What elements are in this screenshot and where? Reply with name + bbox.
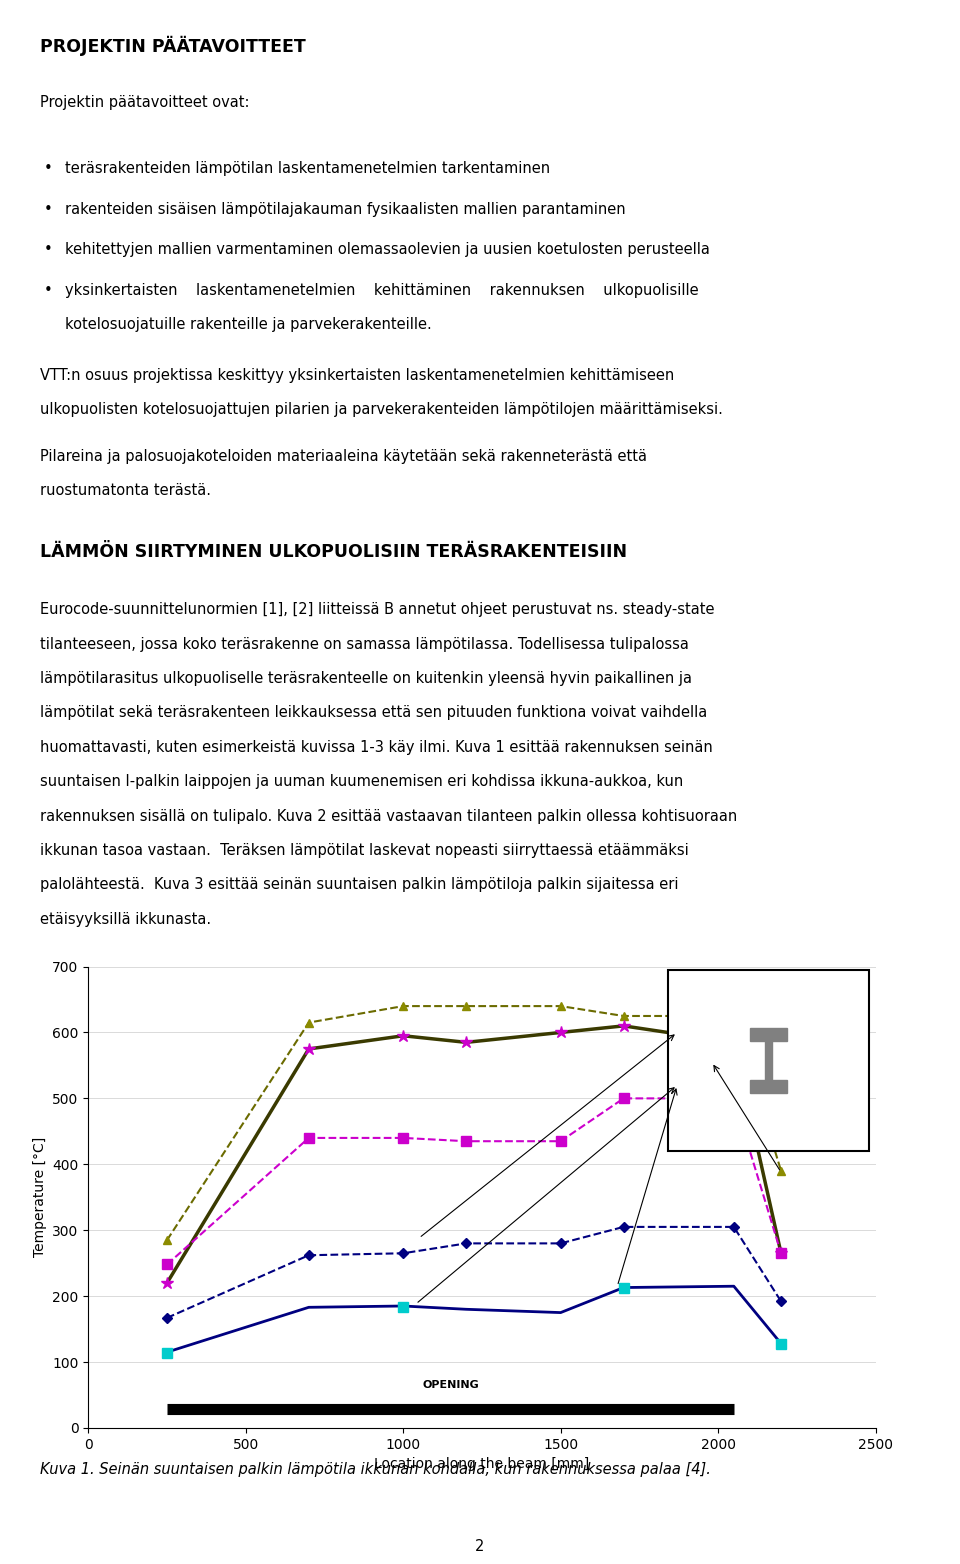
Text: Eurocode-suunnittelunormien [1], [2] liitteissä B annetut ohjeet perustuvat ns. : Eurocode-suunnittelunormien [1], [2] lii… <box>40 602 715 618</box>
Text: ikkunan tasoa vastaan.  Teräksen lämpötilat laskevat nopeasti siirryttaessä etää: ikkunan tasoa vastaan. Teräksen lämpötil… <box>40 843 689 859</box>
Text: huomattavasti, kuten esimerkeistä kuvissa 1-3 käy ilmi. Kuva 1 esittää rakennuks: huomattavasti, kuten esimerkeistä kuviss… <box>40 740 713 755</box>
Text: 2: 2 <box>475 1539 485 1555</box>
Bar <box>668 970 869 1151</box>
Text: kotelosuojatuille rakenteille ja parvekerakenteille.: kotelosuojatuille rakenteille ja parveke… <box>65 317 432 333</box>
Text: ruostumatonta terästä.: ruostumatonta terästä. <box>40 483 211 499</box>
Text: suuntaisen I-palkin laippojen ja uuman kuumenemisen eri kohdissa ikkuna-aukkoa, : suuntaisen I-palkin laippojen ja uuman k… <box>40 774 684 790</box>
Bar <box>751 1081 786 1093</box>
Text: lämpötilarasitus ulkopuoliselle teräsrakenteelle on kuitenkin yleensä hyvin paik: lämpötilarasitus ulkopuoliselle teräsrak… <box>40 671 692 687</box>
Text: tilanteeseen, jossa koko teräsrakenne on samassa lämpötilassa. Todellisessa tuli: tilanteeseen, jossa koko teräsrakenne on… <box>40 637 689 652</box>
Text: PROJEKTIN PÄÄTAVOITTEET: PROJEKTIN PÄÄTAVOITTEET <box>40 36 306 56</box>
Text: VTT:n osuus projektissa keskittyy yksinkertaisten laskentamenetelmien kehittämis: VTT:n osuus projektissa keskittyy yksink… <box>40 368 675 383</box>
X-axis label: Location along the beam [mm]: Location along the beam [mm] <box>374 1458 589 1472</box>
Text: ulkopuolisten kotelosuojattujen pilarien ja parvekerakenteiden lämpötilojen määr: ulkopuolisten kotelosuojattujen pilarien… <box>40 402 723 418</box>
Bar <box>765 1040 772 1081</box>
Text: LÄMMÖN SIIRTYMINEN ULKOPUOLISIIN TERÄSRAKENTEISIIN: LÄMMÖN SIIRTYMINEN ULKOPUOLISIIN TERÄSRA… <box>40 543 628 561</box>
Text: Projektin päätavoitteet ovat:: Projektin päätavoitteet ovat: <box>40 95 250 111</box>
Bar <box>751 1028 786 1040</box>
Text: OPENING: OPENING <box>422 1379 479 1390</box>
Text: kehitettyjen mallien varmentaminen olemassaolevien ja uusien koetulosten peruste: kehitettyjen mallien varmentaminen olema… <box>65 242 710 258</box>
Text: Kuva 1. Seinän suuntaisen palkin lämpötila ikkunan kohdalla, kun rakennuksessa p: Kuva 1. Seinän suuntaisen palkin lämpöti… <box>40 1462 711 1478</box>
Text: Pilareina ja palosuojakoteloiden materiaaleina käytetään sekä rakenneterästä ett: Pilareina ja palosuojakoteloiden materia… <box>40 449 647 465</box>
Text: •: • <box>44 283 53 299</box>
Text: rakennuksen sisällä on tulipalo. Kuva 2 esittää vastaavan tilanteen palkin olles: rakennuksen sisällä on tulipalo. Kuva 2 … <box>40 809 737 824</box>
Text: •: • <box>44 202 53 217</box>
Text: •: • <box>44 161 53 177</box>
Text: yksinkertaisten    laskentamenetelmien    kehittäminen    rakennuksen    ulkopuo: yksinkertaisten laskentamenetelmien kehi… <box>65 283 699 299</box>
Text: •: • <box>44 242 53 258</box>
Text: lämpötilat sekä teräsrakenteen leikkauksessa että sen pituuden funktiona voivat : lämpötilat sekä teräsrakenteen leikkauks… <box>40 705 708 721</box>
Text: etäisyyksillä ikkunasta.: etäisyyksillä ikkunasta. <box>40 912 211 927</box>
Y-axis label: Temperature [°C]: Temperature [°C] <box>33 1137 47 1257</box>
Text: rakenteiden sisäisen lämpötilajakauman fysikaalisten mallien parantaminen: rakenteiden sisäisen lämpötilajakauman f… <box>65 202 626 217</box>
Text: palolähteestä.  Kuva 3 esittää seinän suuntaisen palkin lämpötiloja palkin sijai: palolähteestä. Kuva 3 esittää seinän suu… <box>40 877 679 893</box>
Text: teräsrakenteiden lämpötilan laskentamenetelmien tarkentaminen: teräsrakenteiden lämpötilan laskentamene… <box>65 161 550 177</box>
